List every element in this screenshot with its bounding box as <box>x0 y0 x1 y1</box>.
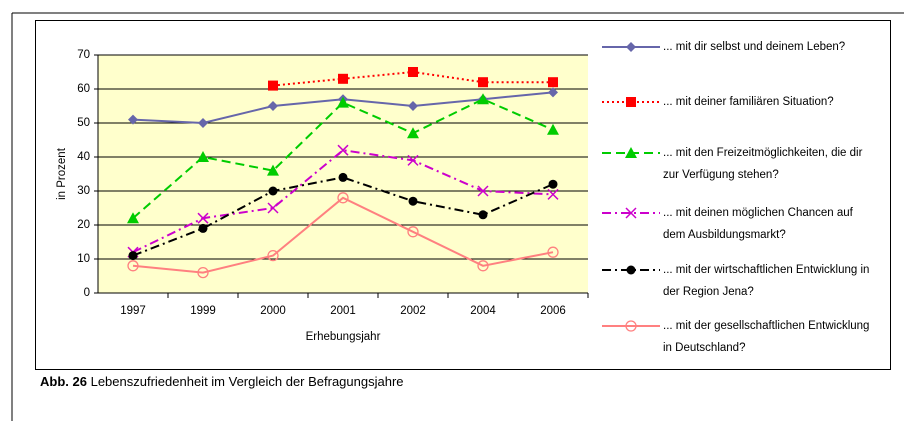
marker <box>127 212 139 224</box>
marker <box>268 101 278 111</box>
y-tick-label: 0 <box>84 287 90 299</box>
marker <box>338 73 348 84</box>
marker <box>408 101 418 111</box>
legend-label: ... mit dir selbst und deinem Leben? <box>663 41 846 53</box>
marker <box>337 192 349 204</box>
x-tick-label: 2002 <box>400 305 426 317</box>
marker <box>408 67 418 77</box>
marker <box>547 123 559 135</box>
caption-text: Lebenszufriedenheit im Vergleich der Bef… <box>90 374 404 389</box>
y-tick-label: 70 <box>77 49 90 61</box>
marker <box>547 188 559 200</box>
marker <box>477 93 489 105</box>
marker <box>338 172 348 182</box>
legend-marker <box>626 265 636 275</box>
marker <box>547 246 559 258</box>
marker <box>477 260 489 272</box>
y-tick-label: 40 <box>77 151 90 163</box>
marker <box>197 266 209 279</box>
x-axis-label: Erhebungsjahr <box>306 331 381 343</box>
marker <box>477 185 489 197</box>
marker <box>407 127 419 139</box>
y-tick-label: 30 <box>77 185 90 197</box>
marker <box>128 114 138 125</box>
legend-label: ... mit den Freizeitmöglichkeiten, die d… <box>663 147 863 181</box>
marker <box>478 210 488 220</box>
marker <box>268 80 278 91</box>
marker <box>197 151 209 162</box>
x-tick-label: 2004 <box>470 305 496 317</box>
legend-label: ... mit der gesellschaftlichen Entwicklu… <box>663 320 870 354</box>
legend-label: ... mit deinen möglichen Chancen auf dem… <box>663 207 853 241</box>
marker <box>197 212 209 224</box>
caption: Abb. 26 Lebenszufriedenheit im Vergleich… <box>40 374 404 389</box>
y-tick-label: 60 <box>77 83 90 95</box>
marker <box>337 144 349 156</box>
y-axis-label: in Prozent <box>56 147 68 200</box>
marker <box>267 249 279 262</box>
y-tick-label: 10 <box>77 253 90 265</box>
series-line <box>132 196 554 274</box>
marker <box>127 260 139 272</box>
legend-marker <box>625 147 637 158</box>
y-tick-label: 20 <box>77 219 90 231</box>
legend-label: ... mit deiner familiären Situation? <box>663 96 834 108</box>
marker <box>268 186 278 196</box>
marker <box>548 77 558 88</box>
marker <box>128 251 138 261</box>
x-tick-label: 2001 <box>330 305 356 317</box>
marker <box>548 179 558 189</box>
x-tick-label: 2000 <box>260 305 286 317</box>
marker <box>198 223 208 233</box>
marker <box>267 164 279 176</box>
marker <box>267 202 279 214</box>
marker <box>198 118 208 128</box>
marker <box>407 226 419 238</box>
legend-marker <box>626 42 636 52</box>
marker <box>337 96 349 108</box>
caption-label: Abb. 26 <box>40 374 87 389</box>
x-tick-label: 1997 <box>120 305 146 317</box>
marker <box>478 77 488 88</box>
marker <box>548 87 558 98</box>
legend-marker <box>625 207 637 219</box>
x-tick-label: 1999 <box>190 305 216 317</box>
legend-label: ... mit der wirtschaftlichen Entwicklung… <box>663 264 870 298</box>
legend-marker <box>626 97 636 107</box>
x-tick-label: 2006 <box>540 305 566 317</box>
marker <box>407 154 419 166</box>
legend-marker <box>625 320 637 332</box>
marker <box>408 196 418 206</box>
y-tick-label: 50 <box>77 117 90 129</box>
